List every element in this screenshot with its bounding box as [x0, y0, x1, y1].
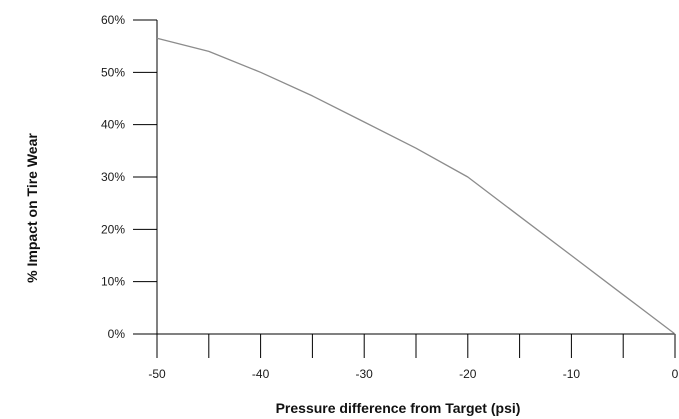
- x-axis-title: Pressure difference from Target (psi): [276, 400, 521, 416]
- x-tick-label: -40: [252, 367, 270, 381]
- x-tick-label: -50: [148, 367, 166, 381]
- y-tick-label: 10%: [101, 275, 125, 289]
- y-tick-label: 50%: [101, 65, 125, 79]
- x-tick-label: -20: [459, 367, 477, 381]
- x-tick-label: 0: [672, 367, 679, 381]
- y-axis-title: % Impact on Tire Wear: [24, 133, 40, 283]
- y-tick-label: 60%: [101, 13, 125, 27]
- series-line: [156, 37, 676, 335]
- y-axis: 0% 10% 20% 30% 40% 50% 60%: [101, 13, 158, 341]
- x-tick-label: -30: [356, 367, 374, 381]
- y-tick-label: 0%: [108, 327, 126, 341]
- y-tick-label: 40%: [101, 118, 125, 132]
- x-tick-label: -10: [563, 367, 581, 381]
- y-tick-label: 20%: [101, 222, 125, 236]
- x-axis: -50 -40 -30 -20 -10 0: [148, 333, 679, 381]
- y-tick-label: 30%: [101, 170, 125, 184]
- series-group: [156, 37, 676, 335]
